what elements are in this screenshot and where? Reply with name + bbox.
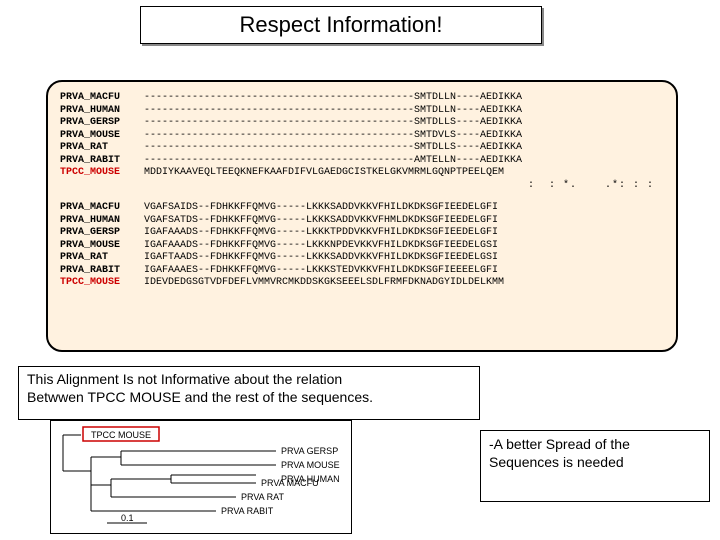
title-text: Respect Information! <box>240 12 443 38</box>
scale-label: 0.1 <box>121 513 134 523</box>
sequence-string: IDEVDEDGSGTVDFDEFLVMMVRCMKDDSKGKSEEELSDL… <box>144 277 504 290</box>
alignment-row: PRVA_HUMAN------------------------------… <box>60 105 664 118</box>
note-line-1: This Alignment Is not Informative about … <box>27 371 471 389</box>
sequence-string: IGAFTAADS--FDHKKFFQMVG-----LKKKSADDVKKVF… <box>144 252 498 265</box>
alignment-row: TPCC_MOUSEMDDIYKAAVEQLTEEQKNEFKAAFDIFVLG… <box>60 167 664 180</box>
alignment-row: PRVA_MOUSEIGAFAAADS--FDHKKFFQMVG-----LKK… <box>60 240 664 253</box>
sequence-string: ----------------------------------------… <box>144 130 522 143</box>
consensus-row: : : *. .*: : : <box>60 180 664 193</box>
alignment-row: PRVA_RAT--------------------------------… <box>60 142 664 155</box>
phylogenetic-tree: TPCC MOUSEPRVA GERSPPRVA MOUSEPRVA MACFU… <box>50 420 352 534</box>
spread-line-1: -A better Spread of the <box>489 435 701 453</box>
alignment-row: PRVA_RATIGAFTAADS--FDHKKFFQMVG-----LKKKS… <box>60 252 664 265</box>
sequence-label: PRVA_MOUSE <box>60 240 144 253</box>
alignment-content: PRVA_MACFU------------------------------… <box>48 82 676 296</box>
sequence-string: MDDIYKAAVEQLTEEQKNEFKAAFDIFVLGAEDGCISTKE… <box>144 167 504 180</box>
spread-line-2: Sequences is needed <box>489 453 701 471</box>
tree-node-label: TPCC MOUSE <box>91 430 151 440</box>
sequence-string: ----------------------------------------… <box>144 142 522 155</box>
alignment-row: PRVA_MACFU------------------------------… <box>60 92 664 105</box>
sequence-string: ----------------------------------------… <box>144 155 522 168</box>
tree-node-label: PRVA RABIT <box>221 506 274 516</box>
sequence-label: PRVA_RABIT <box>60 155 144 168</box>
sequence-string: VGAFSAIDS--FDHKKFFQMVG-----LKKKSADDVKKVF… <box>144 202 498 215</box>
sequence-label: PRVA_MOUSE <box>60 130 144 143</box>
alignment-row: PRVA_GERSPIGAFAAADS--FDHKKFFQMVG-----LKK… <box>60 227 664 240</box>
tree-node-label: PRVA MOUSE <box>281 460 340 470</box>
sequence-string: ----------------------------------------… <box>144 117 522 130</box>
sequence-string: IGAFAAAES--FDHKKFFQMVG-----LKKKSTEDVKKVF… <box>144 265 498 278</box>
block-gap <box>60 192 664 202</box>
informative-note: This Alignment Is not Informative about … <box>18 366 480 420</box>
sequence-label: PRVA_RABIT <box>60 265 144 278</box>
alignment-row: PRVA_GERSP------------------------------… <box>60 117 664 130</box>
note-line-2: Betwwen TPCC MOUSE and the rest of the s… <box>27 389 471 407</box>
sequence-label: PRVA_RAT <box>60 252 144 265</box>
sequence-string: ----------------------------------------… <box>144 105 522 118</box>
alignment-panel: PRVA_MACFU------------------------------… <box>46 80 678 352</box>
tree-node-label: PRVA GERSP <box>281 446 338 456</box>
tree-svg: TPCC MOUSEPRVA GERSPPRVA MOUSEPRVA MACFU… <box>51 421 351 533</box>
tree-node-label: PRVA RAT <box>241 492 285 502</box>
sequence-label: PRVA_RAT <box>60 142 144 155</box>
sequence-label: PRVA_MACFU <box>60 202 144 215</box>
sequence-label: TPCC_MOUSE <box>60 277 144 290</box>
alignment-row: PRVA_MACFUVGAFSAIDS--FDHKKFFQMVG-----LKK… <box>60 202 664 215</box>
page-title: Respect Information! <box>140 6 542 44</box>
alignment-row: TPCC_MOUSEIDEVDEDGSGTVDFDEFLVMMVRCMKDDSK… <box>60 277 664 290</box>
tree-node-label: PRVA HUMAN <box>281 474 340 484</box>
sequence-string: IGAFAAADS--FDHKKFFQMVG-----LKKKTPDDVKKVF… <box>144 227 498 240</box>
alignment-row: PRVA_RABITIGAFAAAES--FDHKKFFQMVG-----LKK… <box>60 265 664 278</box>
sequence-string: IGAFAAADS--FDHKKFFQMVG-----LKKKNPDEVKKVF… <box>144 240 498 253</box>
alignment-row: PRVA_MOUSE------------------------------… <box>60 130 664 143</box>
sequence-label: PRVA_GERSP <box>60 227 144 240</box>
sequence-string: ----------------------------------------… <box>144 92 522 105</box>
spread-note: -A better Spread of the Sequences is nee… <box>480 430 710 502</box>
alignment-row: PRVA_HUMANVGAFSATDS--FDHKKFFQMVG-----LKK… <box>60 215 664 228</box>
alignment-row: PRVA_RABIT------------------------------… <box>60 155 664 168</box>
sequence-label: PRVA_HUMAN <box>60 215 144 228</box>
sequence-label: PRVA_HUMAN <box>60 105 144 118</box>
sequence-string: VGAFSATDS--FDHKKFFQMVG-----LKKKSADDVKKVF… <box>144 215 498 228</box>
sequence-label: PRVA_MACFU <box>60 92 144 105</box>
sequence-label: PRVA_GERSP <box>60 117 144 130</box>
sequence-label: TPCC_MOUSE <box>60 167 144 180</box>
